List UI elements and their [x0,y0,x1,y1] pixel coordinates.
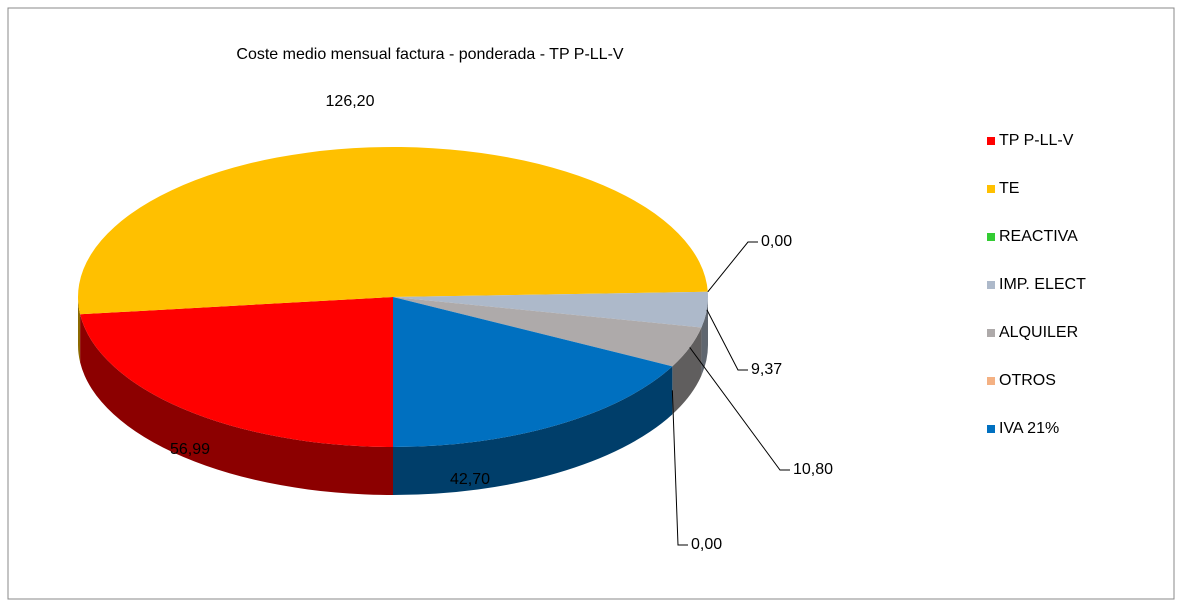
slice-side [78,297,81,363]
legend-swatch [987,233,995,241]
leader-line [706,309,748,371]
legend-swatch [987,329,995,337]
data-label: 126,20 [326,93,375,110]
slice-side [701,297,708,376]
slice [80,297,393,447]
slice-side [672,327,702,415]
leader-line [689,347,790,471]
data-label: 0,00 [691,536,722,553]
legend-swatch [987,377,995,385]
legend-swatch [987,425,995,433]
legend-label: ALQUILER [999,324,1078,341]
legend-swatch [987,185,995,193]
legend-label: REACTIVA [999,228,1078,245]
legend-label: IVA 21% [999,420,1059,437]
slice-side [393,366,673,495]
data-label: 10,80 [793,461,833,478]
slice-side [80,314,393,495]
data-label: 56,99 [170,441,210,458]
legend-swatch [987,137,995,145]
leader-line [707,241,758,293]
slice [393,297,673,447]
slice [77,146,708,315]
data-label: 42,70 [450,471,490,488]
legend-swatch [987,281,995,289]
slice [393,291,708,328]
legend-label: IMP. ELECT [999,276,1086,293]
data-label: 9,37 [751,361,782,378]
legend-label: TP P-LL-V [999,132,1074,149]
chart-title: Coste medio mensual factura - ponderada … [236,46,623,63]
legend-label: TE [999,180,1019,197]
slice [393,297,702,367]
legend-label: OTROS [999,372,1056,389]
leader-line [671,390,688,546]
data-label: 0,00 [761,233,792,250]
